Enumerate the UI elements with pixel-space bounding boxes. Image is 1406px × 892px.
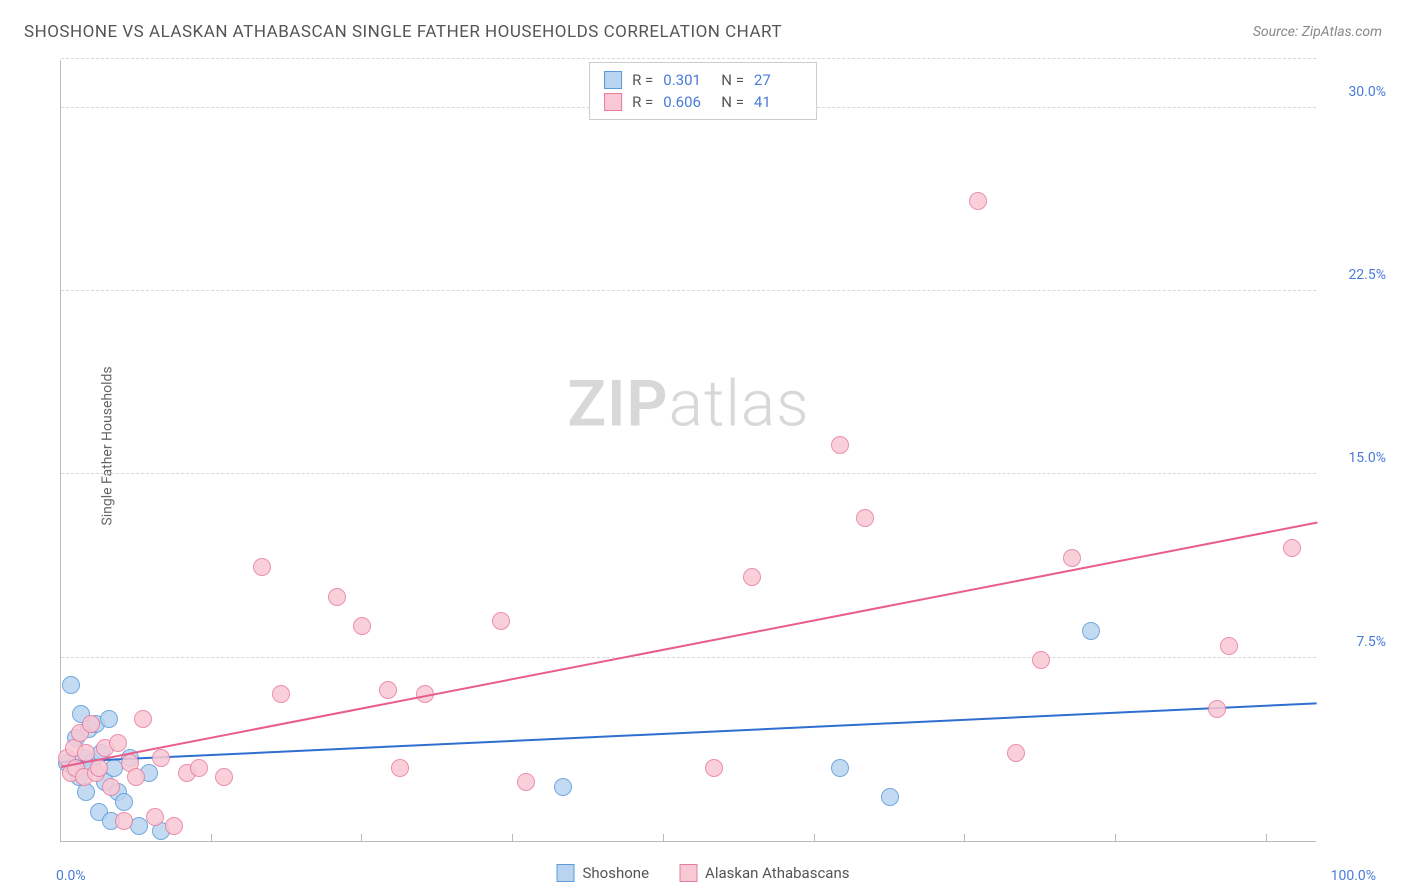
x-tick-mark	[663, 834, 664, 842]
swatch-athabascan-icon	[679, 864, 697, 882]
data-point	[492, 612, 510, 630]
data-point	[1032, 651, 1050, 669]
data-point	[109, 734, 127, 752]
data-point	[743, 568, 761, 586]
swatch-athabascan	[604, 93, 622, 111]
legend-item-shoshone: Shoshone	[557, 864, 650, 882]
data-point	[554, 778, 572, 796]
data-point	[146, 808, 164, 826]
swatch-shoshone	[604, 71, 622, 89]
data-point	[100, 710, 118, 728]
gridline	[61, 473, 1316, 474]
x-tick-mark	[964, 834, 965, 842]
legend-item-athabascan: Alaskan Athabascans	[679, 864, 849, 882]
x-tick-min: 0.0%	[56, 868, 86, 884]
data-point	[328, 588, 346, 606]
data-point	[353, 617, 371, 635]
watermark-text: ZIPatlas	[567, 366, 809, 441]
swatch-shoshone-icon	[557, 864, 575, 882]
x-tick-mark	[1115, 834, 1116, 842]
data-point	[831, 759, 849, 777]
data-point	[969, 192, 987, 210]
y-tick-label: 7.5%	[1326, 634, 1386, 650]
chart-title: SHOSHONE VS ALASKAN ATHABASCAN SINGLE FA…	[24, 22, 782, 42]
data-point	[115, 793, 133, 811]
gridline	[61, 657, 1316, 658]
data-point	[881, 788, 899, 806]
x-tick-mark	[361, 834, 362, 842]
data-point	[215, 768, 233, 786]
correlation-stats-box: R = 0.301 N = 27 R = 0.606 N = 41	[589, 62, 817, 120]
data-point	[82, 715, 100, 733]
data-point	[379, 681, 397, 699]
data-point	[856, 509, 874, 527]
x-tick-mark	[211, 834, 212, 842]
x-tick-max: 100.0%	[1331, 868, 1376, 884]
data-point	[127, 768, 145, 786]
chart-header: SHOSHONE VS ALASKAN ATHABASCAN SINGLE FA…	[24, 22, 1382, 42]
data-point	[831, 436, 849, 454]
source-attribution: Source: ZipAtlas.com	[1253, 24, 1382, 40]
data-point	[705, 759, 723, 777]
data-point	[165, 817, 183, 835]
stats-row-athabascan: R = 0.606 N = 41	[604, 91, 802, 113]
trend-line	[61, 702, 1317, 763]
data-point	[517, 773, 535, 791]
data-point	[391, 759, 409, 777]
stats-row-shoshone: R = 0.301 N = 27	[604, 69, 802, 91]
data-point	[190, 759, 208, 777]
data-point	[115, 812, 133, 830]
data-point	[1220, 637, 1238, 655]
data-point	[1283, 539, 1301, 557]
data-point	[152, 749, 170, 767]
x-tick-mark	[512, 834, 513, 842]
y-tick-label: 22.5%	[1326, 267, 1386, 283]
data-point	[1007, 744, 1025, 762]
data-point	[1208, 700, 1226, 718]
data-point	[62, 676, 80, 694]
x-tick-mark	[814, 834, 815, 842]
scatter-chart: ZIPatlas 7.5%15.0%22.5%30.0%	[60, 60, 1316, 842]
data-point	[134, 710, 152, 728]
data-point	[253, 558, 271, 576]
x-tick-mark	[1266, 834, 1267, 842]
data-point	[1063, 549, 1081, 567]
y-tick-label: 30.0%	[1326, 84, 1386, 100]
data-point	[1082, 622, 1100, 640]
data-point	[102, 778, 120, 796]
gridline	[61, 290, 1316, 291]
data-point	[272, 685, 290, 703]
y-tick-label: 15.0%	[1326, 450, 1386, 466]
bottom-legend: Shoshone Alaskan Athabascans	[557, 864, 850, 882]
